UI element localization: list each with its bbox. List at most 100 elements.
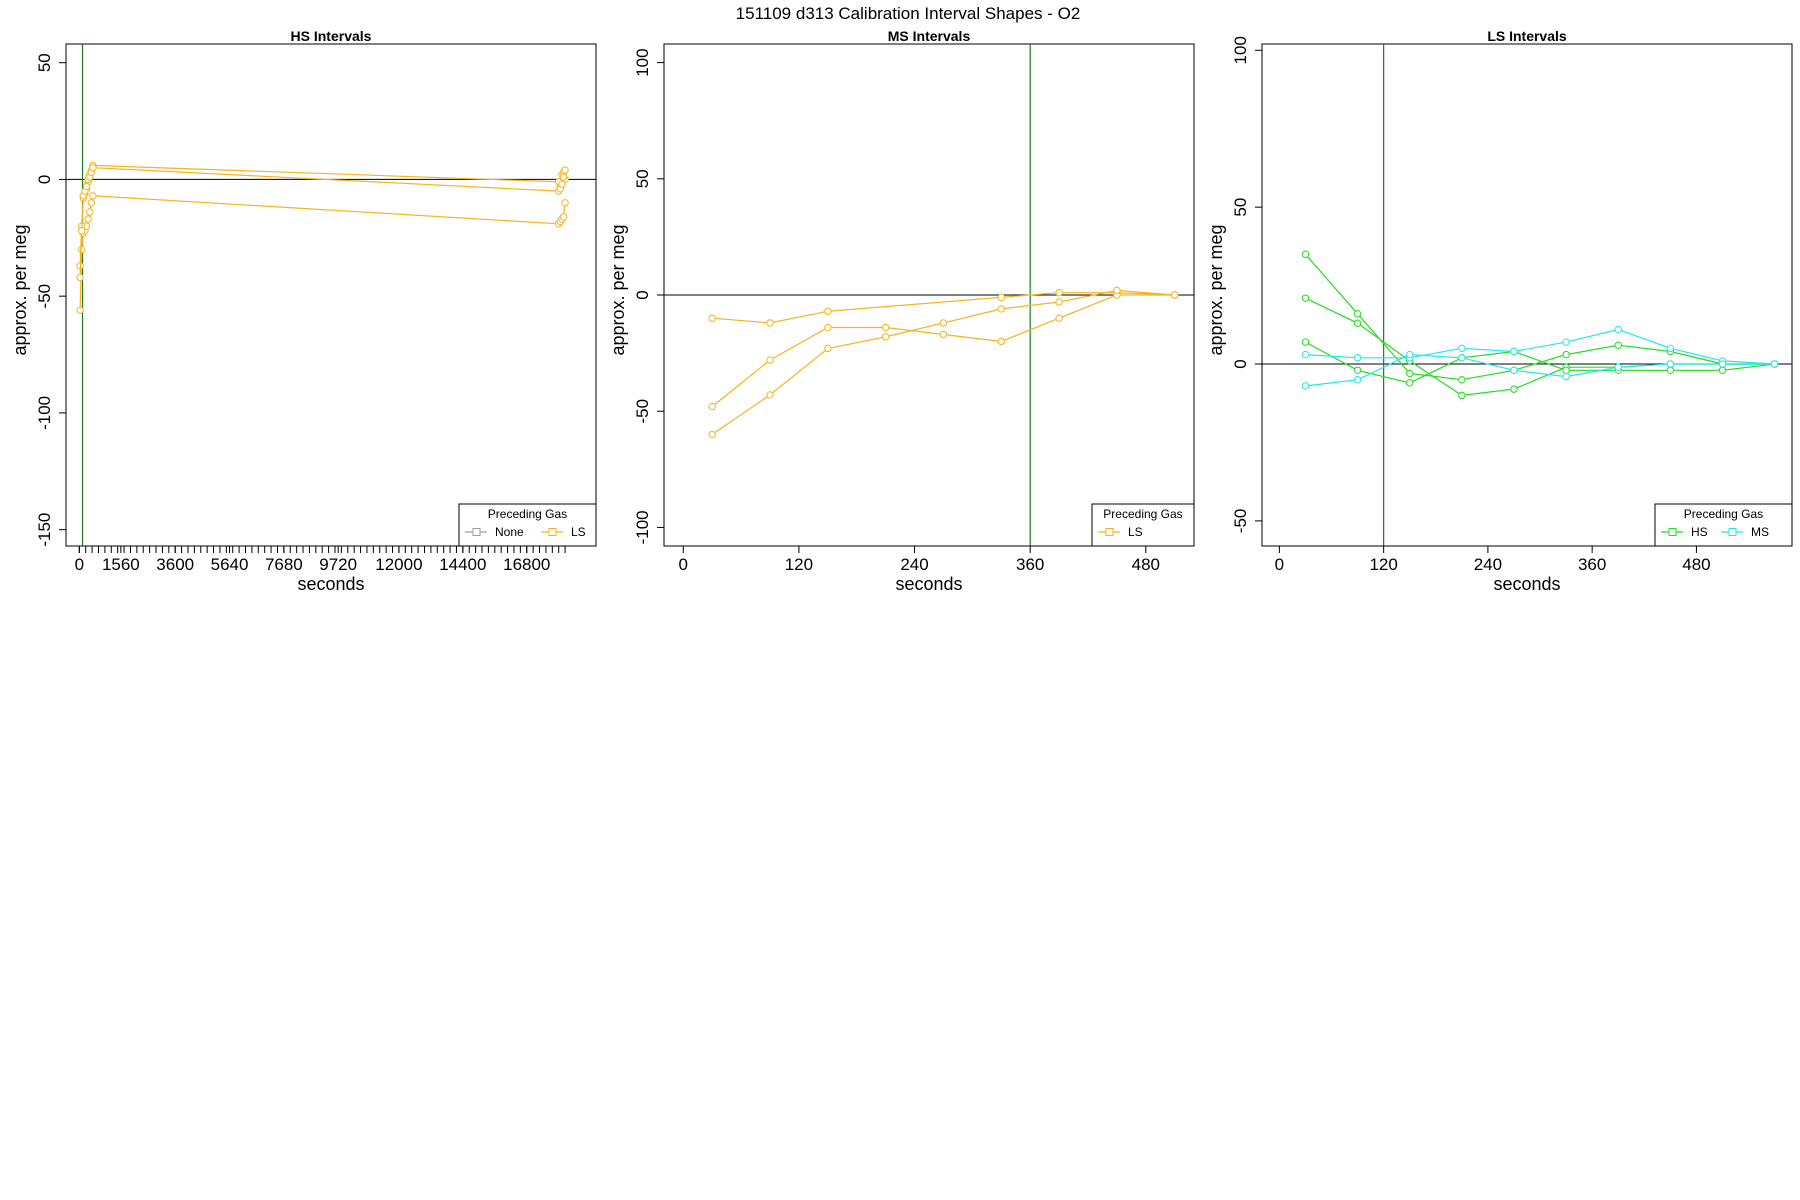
plot-frame [65,43,597,547]
y-tick-label: 50 [633,169,652,188]
series-line-ls [711,289,1175,435]
data-point [766,391,774,399]
data-point [1171,291,1179,299]
data-point [1353,376,1362,384]
x-axis-label: seconds [895,574,962,594]
legend-entry-ls: LS [571,525,586,539]
data-point [766,356,774,364]
data-point [1562,338,1570,346]
data-point [561,166,569,174]
data-point [1301,294,1310,302]
data-point [89,192,97,200]
data-point [708,430,716,439]
x-tick-label: 14400 [439,555,486,574]
series-line-ls [79,195,566,311]
x-tick-label: 16800 [503,555,550,574]
x-axis: 0 120 240 360 480 seconds [679,545,1160,594]
legend: Preceding Gas HS MS [1654,503,1793,547]
data-point [1406,350,1414,359]
data-point [997,293,1005,302]
series-line-hs [1304,253,1775,381]
y-tick-label: -100 [633,510,652,544]
data-point [1666,360,1675,368]
x-tick-label: 120 [785,555,813,574]
series-group [1301,250,1779,400]
data-point [86,208,94,216]
series-group [708,286,1179,439]
x-tick-label: 0 [679,555,688,574]
legend-entry-none: None [495,525,524,539]
legend-swatch-marker [1668,528,1677,536]
y-tick-label: -150 [35,513,54,547]
data-point [1406,369,1414,378]
x-axis: 0 1560 3600 5640 7680 9720 12000 14400 16800 seco… [75,545,566,594]
x-tick-label: 0 [1275,555,1284,574]
y-tick-label: -50 [633,399,652,424]
data-point [881,333,890,341]
data-point [939,330,948,339]
panel-2: LS Intervals 0 120 240 360 480 seconds 100 50 0 -5… [1206,28,1793,594]
legend-entry-ms: MS [1751,525,1769,539]
y-axis-label: approx. per meg [1206,224,1226,355]
legend-box [1091,503,1195,547]
panel-1: MS Intervals 0 120 240 360 480 seconds 100 50 0 -5… [608,28,1195,594]
data-point [1718,360,1727,368]
data-point [559,173,568,181]
legend-box [458,503,597,547]
x-tick-label: 7680 [265,555,303,574]
data-point [1770,360,1779,368]
legend-swatch-marker [1105,528,1114,536]
data-point [1458,376,1466,384]
figure-title: 151109 d313 Calibration Interval Shapes … [736,4,1081,23]
x-tick-label: 120 [1369,555,1397,574]
series-line-ms [1305,328,1775,365]
y-tick-label: 100 [1231,36,1250,64]
data-point [1055,298,1063,306]
data-point [1458,354,1466,362]
data-point [78,227,86,235]
x-tick-label: 1560 [102,555,140,574]
data-point [87,199,96,207]
series-group [76,161,569,314]
legend: Preceding Gas None LS [458,503,597,547]
y-tick-label: -50 [1231,509,1250,534]
legend: Preceding Gas LS [1091,503,1195,547]
x-tick-label: 480 [1132,555,1160,574]
data-point [939,319,948,327]
series-line-ls [79,167,566,278]
legend-title: Preceding Gas [488,507,567,521]
panel-title: MS Intervals [888,28,971,44]
legend-title: Preceding Gas [1103,507,1182,521]
y-tick-label: 0 [1231,359,1250,368]
data-point [561,199,569,207]
x-tick-label: 480 [1682,555,1710,574]
data-point [1718,366,1727,374]
x-tick-label: 240 [900,555,928,574]
data-point [824,307,832,315]
legend-entry-hs: HS [1691,525,1708,539]
panel-title: LS Intervals [1487,28,1567,44]
data-point [76,306,84,314]
y-tick-label: 50 [1231,198,1250,217]
data-point [1666,366,1675,374]
y-axis: 100 50 0 -50 -100 approx. per meg [608,48,665,544]
y-tick-label: 100 [633,48,652,76]
x-tick-label: 360 [1016,555,1044,574]
data-point [1301,338,1310,346]
data-point [1406,379,1414,387]
data-point [708,314,716,322]
data-point [1666,344,1675,353]
data-point [766,319,774,327]
series-line-ms [1305,353,1775,387]
data-point [82,182,91,191]
data-point [1562,372,1570,381]
data-point [84,215,92,223]
data-point [1353,366,1362,374]
legend-title: Preceding Gas [1684,507,1763,521]
panel-title: HS Intervals [291,28,372,44]
data-point [1301,350,1310,359]
data-point [1614,341,1622,349]
legend-box [1654,503,1793,547]
